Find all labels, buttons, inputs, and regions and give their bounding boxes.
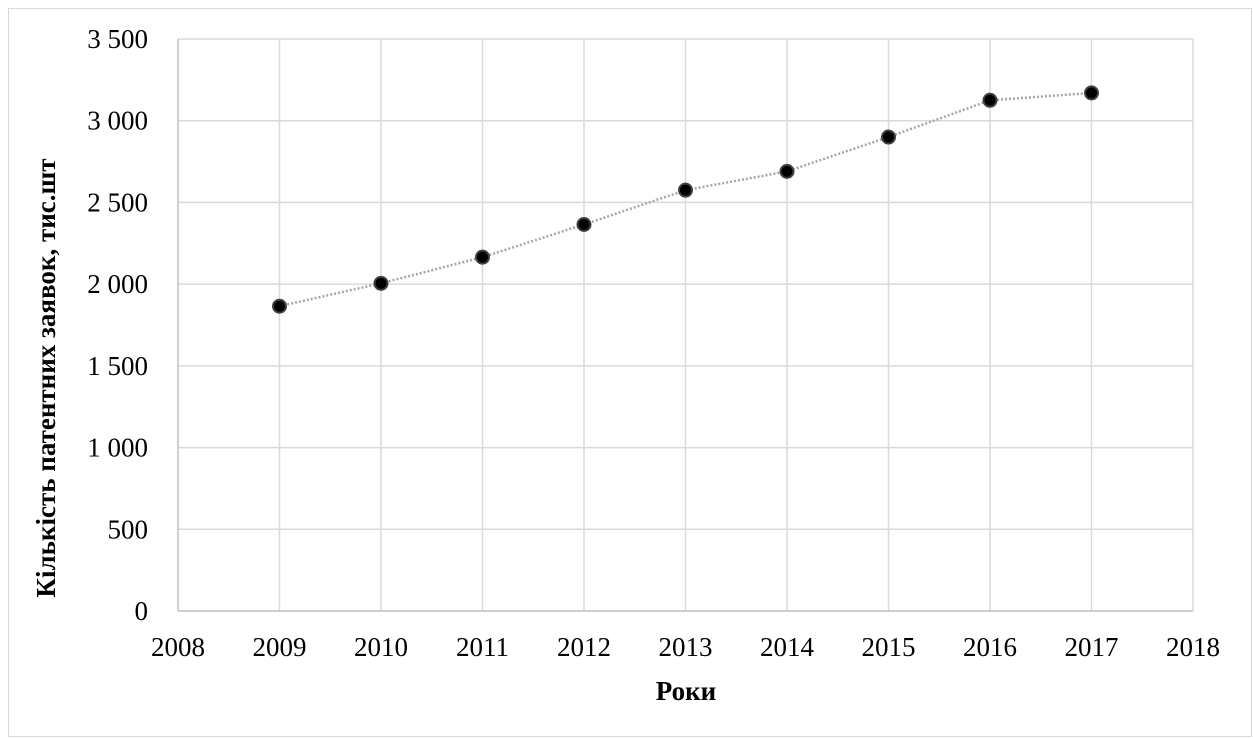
x-tick-label: 2018 xyxy=(1166,632,1220,662)
data-point xyxy=(881,129,896,145)
tick-layer: 0 500 1 000 1 500 2 000 2 500 3 000 3 500 2008 20… xyxy=(87,24,1220,662)
data-point xyxy=(678,182,693,198)
x-tick-label: 2016 xyxy=(963,632,1017,662)
x-tick-label: 2015 xyxy=(862,632,916,662)
data-point xyxy=(779,163,795,179)
data-point xyxy=(475,249,490,265)
x-tick-label: 2010 xyxy=(354,632,408,662)
x-tick-label: 2011 xyxy=(456,632,509,662)
x-tick-label: 2009 xyxy=(253,632,307,662)
series-layer xyxy=(272,85,1099,314)
x-tick-label: 2017 xyxy=(1065,632,1119,662)
grid-layer xyxy=(178,38,1194,611)
y-tick-label: 500 xyxy=(108,514,149,544)
y-tick-label: 3 000 xyxy=(87,106,148,136)
x-axis-title: Роки xyxy=(656,676,716,706)
data-point xyxy=(272,298,287,314)
data-point xyxy=(576,216,592,232)
y-axis-title: Кількість патентних заявок, тис.шт xyxy=(31,158,61,597)
y-tick-label: 2 500 xyxy=(87,187,148,217)
x-tick-label: 2014 xyxy=(760,632,815,662)
x-tick-label: 2013 xyxy=(659,632,713,662)
y-tick-label: 1 500 xyxy=(87,351,148,381)
axis-layer xyxy=(177,39,1193,612)
y-tick-label: 3 500 xyxy=(87,24,148,54)
series-line xyxy=(279,91,1092,308)
chart-frame xyxy=(8,8,1252,737)
y-tick-label: 0 xyxy=(135,596,149,626)
data-point xyxy=(1084,85,1099,101)
y-tick-label: 2 000 xyxy=(87,269,148,299)
x-tick-label: 2012 xyxy=(557,632,611,662)
y-tick-label: 1 000 xyxy=(87,433,148,463)
x-tick-label: 2008 xyxy=(151,632,205,662)
data-point xyxy=(982,92,998,108)
data-point xyxy=(373,275,389,291)
